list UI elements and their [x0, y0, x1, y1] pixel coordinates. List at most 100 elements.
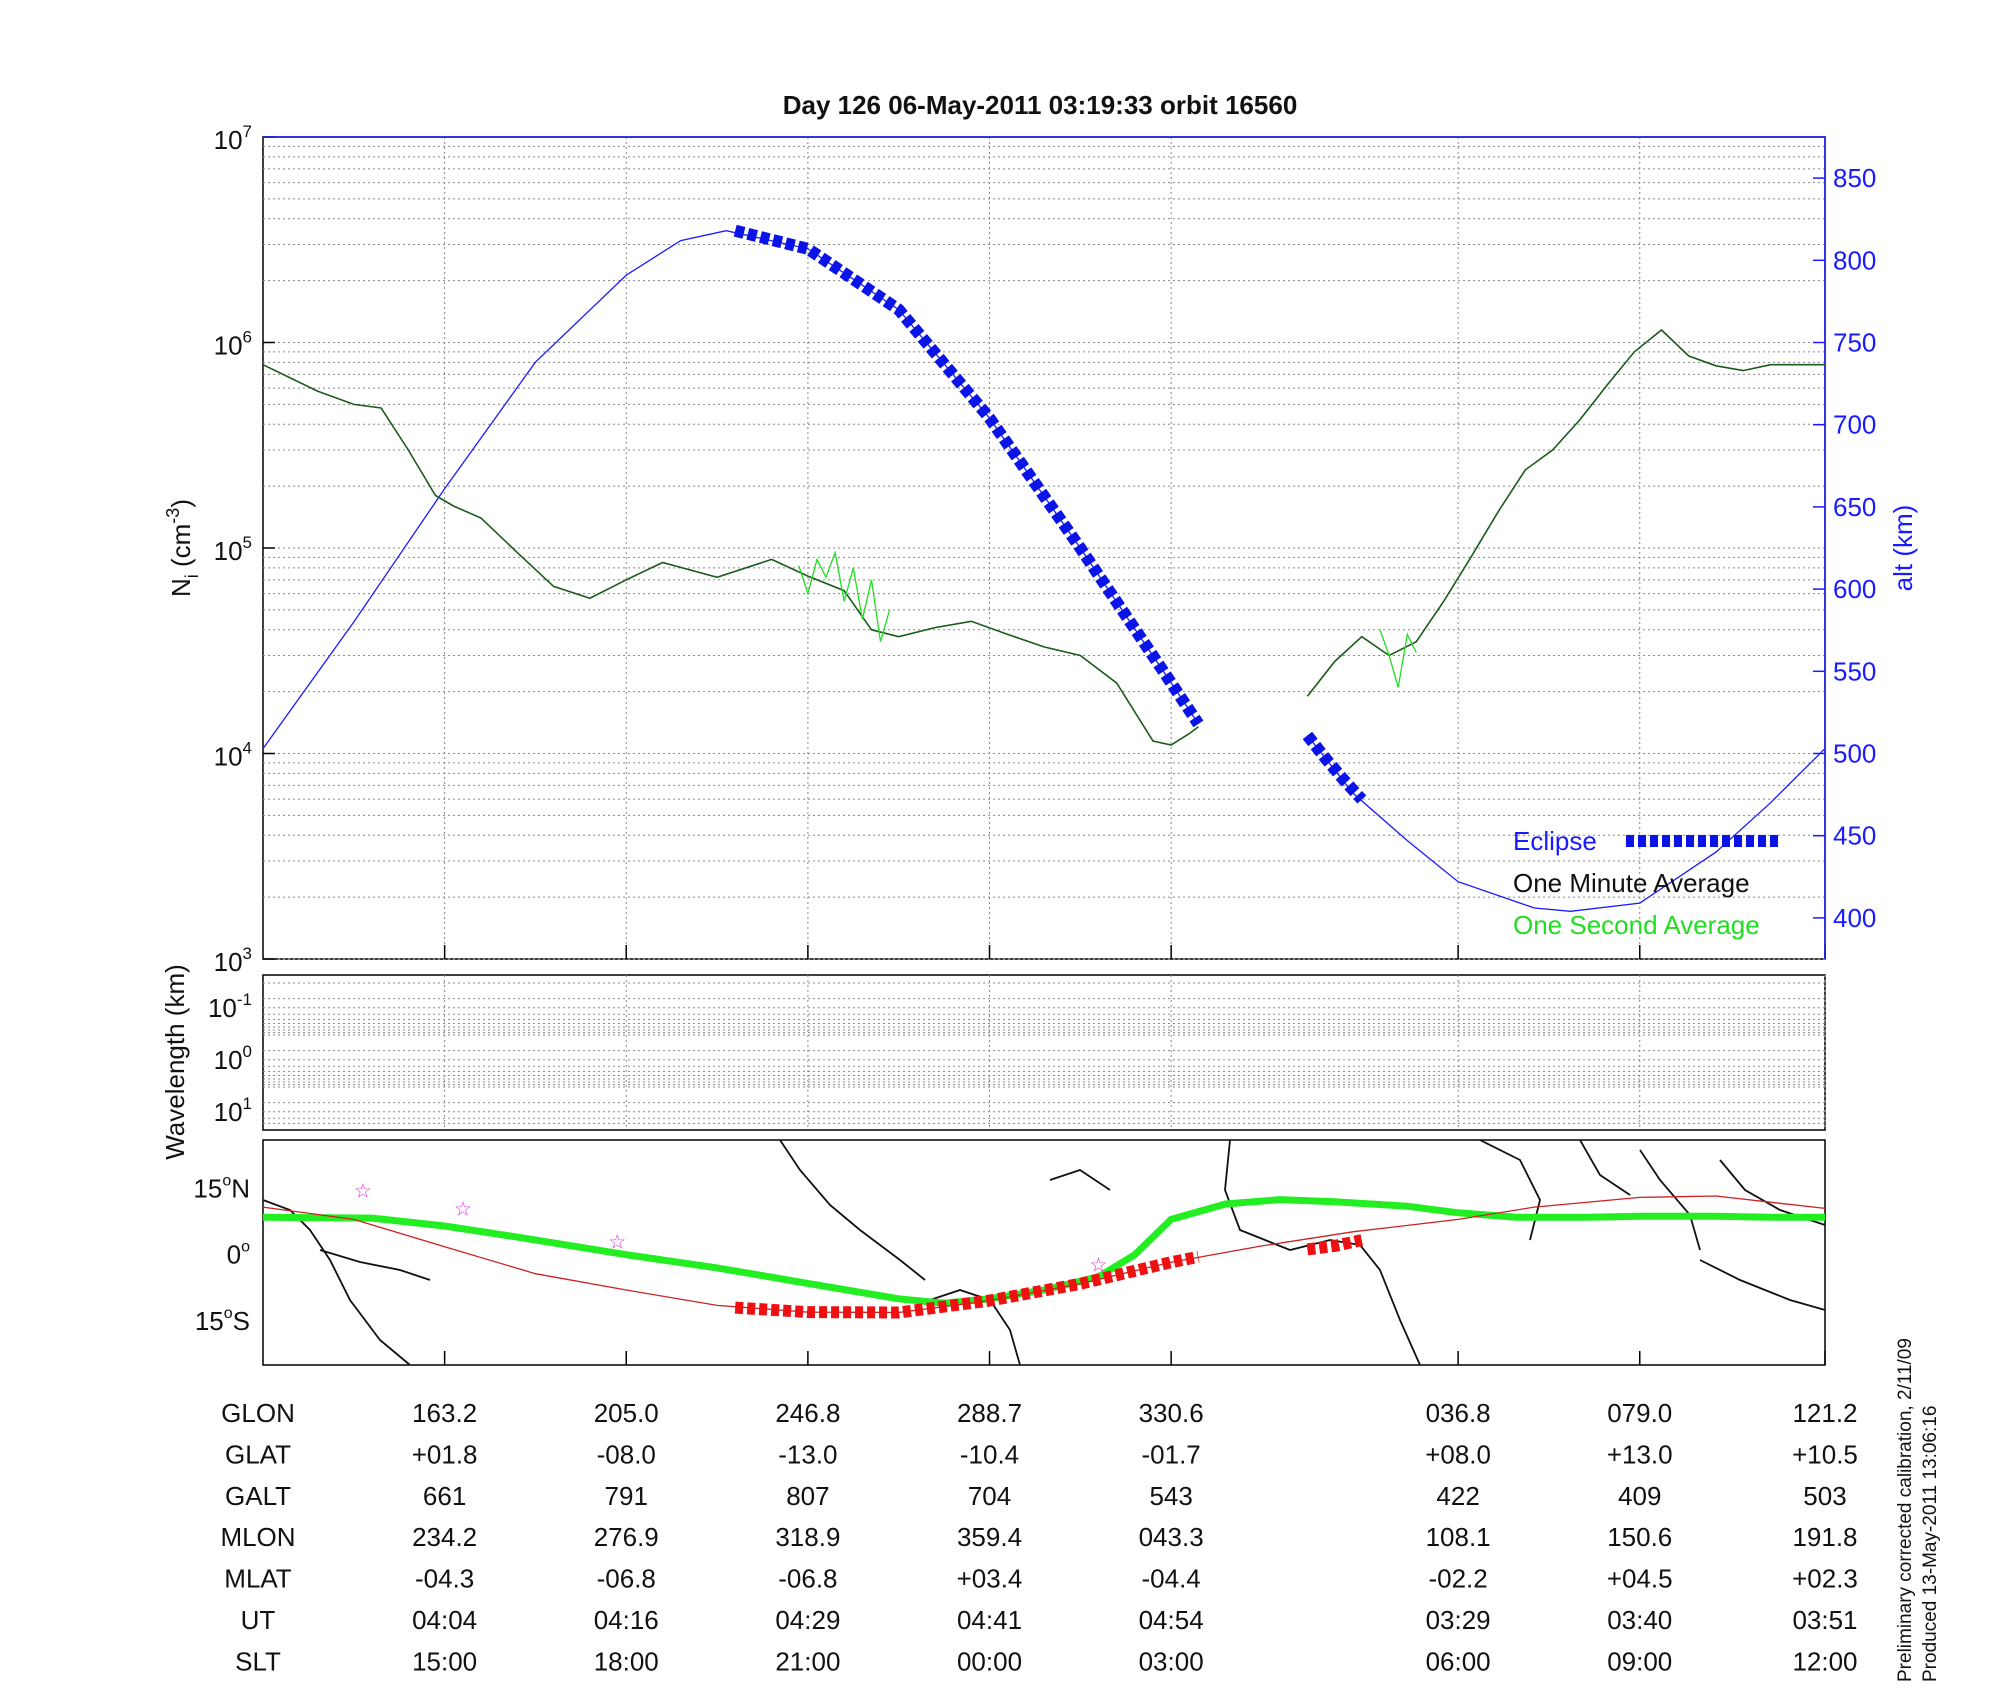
left-y-tick-label-4-base: 10 [214, 125, 243, 155]
table-cell-glon: 121.2 [1792, 1398, 1857, 1428]
wavelength-panel-frame [262, 974, 1826, 1131]
table-cell-glon: 246.8 [775, 1398, 840, 1428]
left-y-tick-label-4: 107 [214, 122, 252, 155]
one-minute-average-line [262, 363, 1199, 746]
right-y-tick-label: 400 [1833, 903, 1876, 933]
station-star-marker: ☆ [1090, 1254, 1108, 1276]
table-cell-mlat: -06.8 [597, 1564, 656, 1594]
table-cell-glon: 205.0 [594, 1398, 659, 1428]
table-cell-glat: +13.0 [1607, 1439, 1673, 1469]
wavelength-tick-label-1: 100 [214, 1042, 252, 1075]
ion-density-axis-label: Ni (cm-3) [163, 499, 202, 597]
left-y-tick-label-1-exp: 4 [243, 739, 252, 758]
altitude-line [1306, 734, 1826, 912]
table-cell-mlat: -04.3 [415, 1564, 474, 1594]
right-y-tick-label: 600 [1833, 574, 1876, 604]
wavelength-tick-label-0-base: 10 [208, 993, 237, 1023]
table-cell-galt: 422 [1436, 1481, 1479, 1511]
left-y-tick-label-1-base: 10 [214, 742, 243, 772]
eclipse-segment [733, 224, 1204, 728]
table-row-label-mlon: MLON [220, 1522, 295, 1552]
table-cell-galt: 661 [423, 1481, 466, 1511]
table-cell-galt: 807 [786, 1481, 829, 1511]
wavelength-tick-label-1-exp: 0 [243, 1042, 252, 1061]
eclipse-segment [1302, 731, 1367, 804]
table-cell-ut: 04:54 [1139, 1605, 1204, 1635]
table-cell-glon: 079.0 [1607, 1398, 1672, 1428]
table-row-label-mlat: MLAT [224, 1564, 292, 1594]
lat-direction: N [231, 1174, 250, 1204]
legend-eclipse-label: Eclipse [1513, 826, 1597, 856]
table-cell-glon: 036.8 [1426, 1398, 1491, 1428]
eclipse-track-segment [734, 1251, 1200, 1319]
table-cell-mlat: +04.5 [1607, 1564, 1673, 1594]
magnetic-equator-line [262, 1196, 1825, 1307]
table-cell-mlon: 043.3 [1139, 1522, 1204, 1552]
degree-symbol: o [241, 1239, 250, 1256]
left-y-tick-label-2: 105 [214, 533, 252, 566]
right-y-tick-label: 500 [1833, 739, 1876, 769]
ion-density-label-unit-open: (cm [166, 524, 196, 575]
legend-one-minute-label: One Minute Average [1513, 868, 1750, 898]
table-cell-mlon: 150.6 [1607, 1522, 1672, 1552]
left-y-tick-label-3-base: 10 [214, 331, 243, 361]
table-cell-glon: 288.7 [957, 1398, 1022, 1428]
right-y-tick-label: 450 [1833, 821, 1876, 851]
left-y-tick-label-1: 104 [214, 739, 252, 772]
table-cell-slt: 21:00 [775, 1646, 840, 1676]
degree-symbol: o [222, 1173, 231, 1190]
wavelength-tick-label-1-base: 10 [214, 1045, 243, 1075]
wavelength-tick-label-2-exp: 1 [243, 1094, 252, 1113]
table-cell-glat: -10.4 [960, 1439, 1019, 1469]
legend-one-second-label: One Second Average [1513, 910, 1760, 940]
table-cell-mlat: -04.4 [1142, 1564, 1201, 1594]
table-cell-ut: 04:16 [594, 1605, 659, 1635]
coastline [1699, 1259, 1826, 1311]
lat-degrees: 15 [195, 1306, 224, 1336]
table-cell-glon: 163.2 [412, 1398, 477, 1428]
table-cell-galt: 791 [605, 1481, 648, 1511]
eclipse-track-segment [1306, 1234, 1364, 1256]
table-cell-slt: 09:00 [1607, 1646, 1672, 1676]
left-y-tick-label-4-exp: 7 [243, 122, 252, 141]
table-cell-mlat: -06.8 [778, 1564, 837, 1594]
table-row-label-glon: GLON [221, 1398, 295, 1428]
table-cell-glat: -13.0 [778, 1439, 837, 1469]
table-cell-glat: -08.0 [597, 1439, 656, 1469]
table-cell-glat: -01.7 [1142, 1439, 1201, 1469]
table-cell-slt: 12:00 [1792, 1646, 1857, 1676]
table-cell-galt: 704 [968, 1481, 1011, 1511]
table-cell-ut: 04:29 [775, 1605, 840, 1635]
chart-title: Day 126 06-May-2011 03:19:33 orbit 16560 [783, 90, 1298, 120]
wavelength-tick-label-0: 10-1 [208, 990, 252, 1023]
table-cell-slt: 06:00 [1426, 1646, 1491, 1676]
ion-density-label-sup: -3 [163, 508, 183, 524]
coastline [262, 1199, 411, 1366]
table-cell-glat: +01.8 [412, 1439, 478, 1469]
table-cell-mlon: 108.1 [1426, 1522, 1491, 1552]
station-star-marker: ☆ [454, 1198, 472, 1220]
table-cell-slt: 00:00 [957, 1646, 1022, 1676]
table-cell-ut: 03:29 [1426, 1605, 1491, 1635]
map-lat-tick-label-0: 15oN [193, 1173, 250, 1204]
table-cell-mlon: 318.9 [775, 1522, 840, 1552]
table-cell-mlon: 234.2 [412, 1522, 477, 1552]
table-cell-mlon: 359.4 [957, 1522, 1022, 1552]
table-cell-ut: 04:41 [957, 1605, 1022, 1635]
density-series [262, 224, 1826, 912]
table-cell-galt: 503 [1803, 1481, 1846, 1511]
wavelength-tick-label-2-base: 10 [214, 1097, 243, 1127]
table-cell-slt: 18:00 [594, 1646, 659, 1676]
coastline [1639, 1149, 1701, 1251]
table-cell-ut: 03:51 [1792, 1605, 1857, 1635]
lat-degrees: 15 [193, 1174, 222, 1204]
table-cell-slt: 03:00 [1139, 1646, 1204, 1676]
lat-degrees: 0 [227, 1240, 241, 1270]
table-row-label-ut: UT [241, 1605, 276, 1635]
table-cell-mlon: 276.9 [594, 1522, 659, 1552]
lat-direction: S [233, 1306, 250, 1336]
one-second-average-line [1379, 629, 1417, 688]
orbit-parameter-table: GLON GLAT GALT MLON MLAT UT SLT 163.2 +01.8 661 23… [220, 1398, 1857, 1676]
